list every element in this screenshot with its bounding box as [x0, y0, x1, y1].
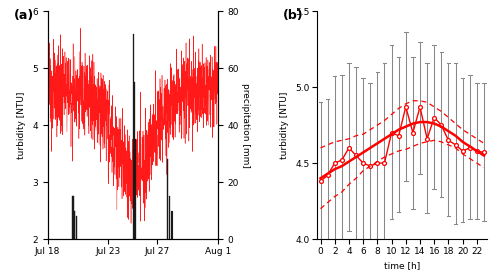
Y-axis label: turbidity [NTU]: turbidity [NTU]	[18, 91, 26, 159]
Y-axis label: precipitation [mm]: precipitation [mm]	[242, 83, 250, 168]
Y-axis label: turbidity [NTU]: turbidity [NTU]	[280, 91, 289, 159]
X-axis label: time [h]: time [h]	[384, 261, 420, 270]
Text: (b): (b)	[283, 9, 304, 22]
Text: (a): (a)	[14, 9, 34, 22]
